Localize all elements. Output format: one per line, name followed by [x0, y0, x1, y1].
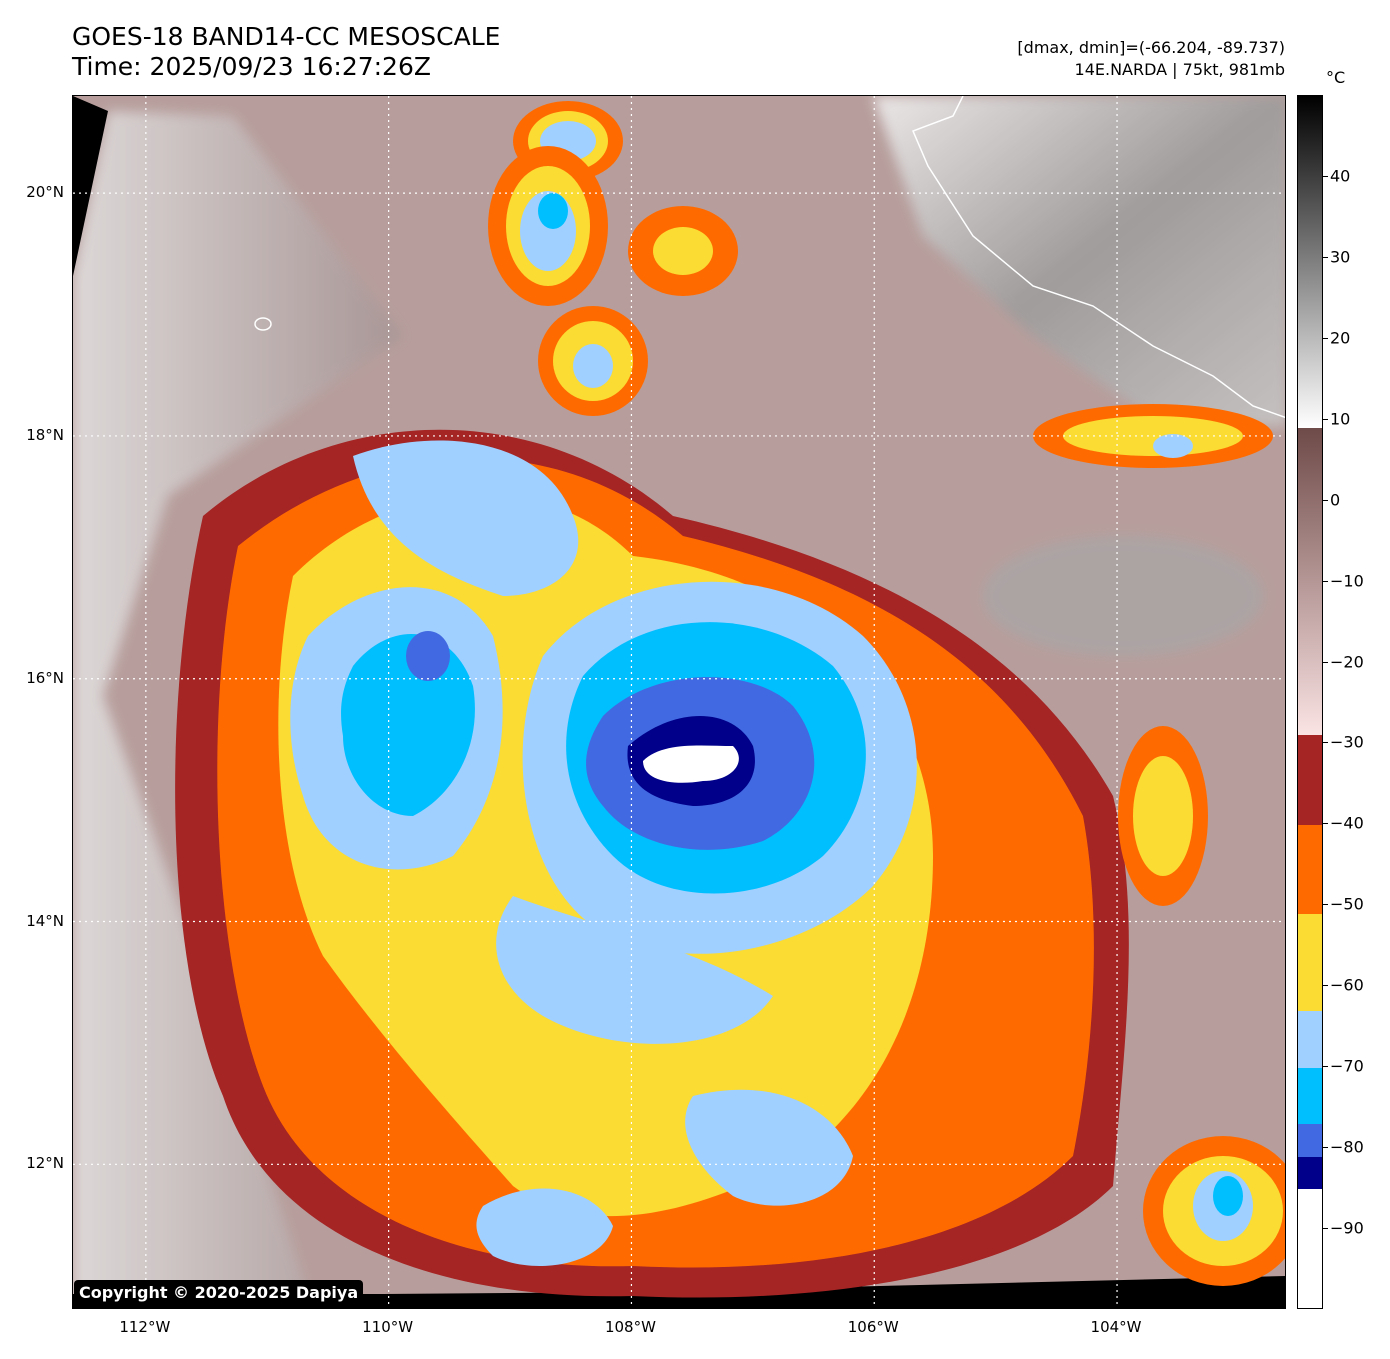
temperature-colorbar [1297, 95, 1323, 1309]
colorbar-tick-label: −80 [1330, 1137, 1364, 1157]
colorbar-tick-label: 30 [1330, 247, 1351, 267]
lon-label: 108°W [604, 1318, 656, 1336]
lat-label: 12°N [26, 1154, 64, 1173]
mainland-gray-region [873, 96, 1285, 426]
lon-label: 106°W [847, 1318, 899, 1336]
colorbar-band [1298, 824, 1322, 914]
west-band-colder-tops [341, 633, 475, 816]
colorbar-tick-label: 0 [1330, 490, 1341, 510]
colorbar-tick-label: −30 [1330, 732, 1364, 752]
colorbar-gradient-segment [1298, 427, 1322, 736]
lon-label: 104°W [1090, 1318, 1142, 1336]
left-gray-region [73, 111, 403, 1308]
colorbar-tick-label: −90 [1330, 1218, 1364, 1238]
colorbar-band [1298, 1123, 1322, 1157]
colorbar-tick-label: −50 [1330, 894, 1364, 914]
colorbar-band [1298, 1156, 1322, 1190]
colorbar-tick-label: −20 [1330, 652, 1364, 672]
colorbar-tick-mark [1323, 904, 1328, 906]
lat-label: 18°N [26, 425, 64, 444]
east-gray-patch [983, 536, 1263, 656]
copyright-badge: Copyright © 2020-2025 Dapiya [74, 1280, 364, 1305]
southwest-band-patch [476, 1188, 613, 1266]
colorbar-tick-label: −10 [1330, 571, 1364, 591]
colorbar-tick-mark [1323, 499, 1328, 501]
colorbar-tick-label: −60 [1330, 975, 1364, 995]
south-band-cold-tops [496, 896, 773, 1044]
colorbar-band [1298, 1010, 1322, 1068]
lon-label: 112°W [119, 1318, 171, 1336]
colorbar-tick-mark [1323, 661, 1328, 663]
colorbar-band [1298, 1188, 1322, 1308]
colorbar-unit: °C [1326, 68, 1346, 87]
lat-lon-grid [73, 96, 1285, 1308]
colorbar-tick-mark [1323, 985, 1328, 987]
title-line-2: Time: 2025/09/23 16:27:26Z [72, 52, 431, 81]
colorbar-tick-mark [1323, 418, 1328, 420]
colorbar-band [1298, 913, 1322, 1012]
lat-label: 14°N [26, 911, 64, 930]
storm-info: 14E.NARDA | 75kt, 981mb [1074, 60, 1285, 79]
colorbar-tick-mark [1323, 742, 1328, 744]
colorbar-tick-mark [1323, 337, 1328, 339]
colorbar-tick-mark [1323, 580, 1328, 582]
lat-label: 16°N [26, 668, 64, 687]
dmax-dmin-info: [dmax, dmin]=(-66.204, -89.737) [1017, 38, 1285, 57]
title-line-1: GOES-18 BAND14-CC MESOSCALE [72, 22, 501, 51]
colorbar-tick-mark [1323, 1066, 1328, 1068]
colorbar-tick-mark [1323, 175, 1328, 177]
colorbar-tick-label: −40 [1330, 813, 1364, 833]
coastline [912, 96, 1285, 419]
no-data-corner-left [73, 96, 108, 276]
colorbar-gradient-segment [1298, 96, 1322, 429]
northern-convective-cells [488, 101, 1285, 1286]
colorbar-tick-mark [1323, 1147, 1328, 1149]
satellite-image [73, 96, 1285, 1308]
overshooting-tops-below-minus-85 [643, 745, 739, 783]
colorbar-band [1298, 735, 1322, 825]
colorbar-tick-label: 10 [1330, 409, 1351, 429]
colorbar-tick-label: −70 [1330, 1056, 1364, 1076]
lat-label: 20°N [26, 183, 64, 202]
colorbar-band [1298, 1067, 1322, 1125]
colorbar-tick-mark [1323, 256, 1328, 258]
satellite-map[interactable] [72, 95, 1286, 1309]
south-band-patch [685, 1089, 853, 1206]
colorbar-tick-mark [1323, 1228, 1328, 1230]
west-band-coldest-tops [406, 631, 450, 681]
lon-label: 110°W [362, 1318, 414, 1336]
north-convective-cluster [353, 440, 579, 596]
colorbar-tick-label: 20 [1330, 328, 1351, 348]
colorbar-tick-label: 40 [1330, 166, 1351, 186]
island-outline [254, 317, 272, 331]
colorbar-tick-mark [1323, 823, 1328, 825]
